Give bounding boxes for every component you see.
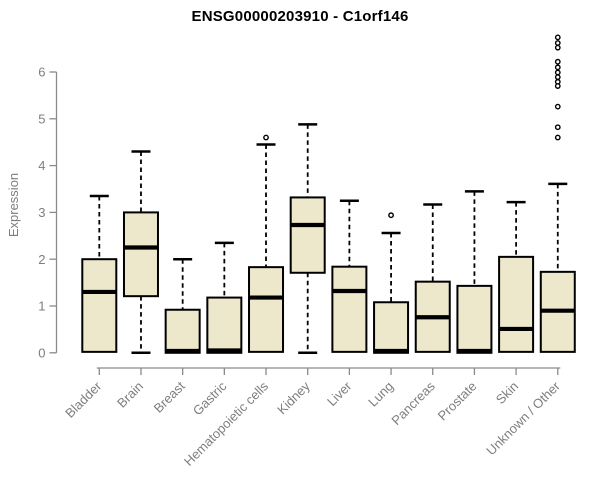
outlier-point: [554, 69, 561, 76]
boxplot-prostate: [456, 190, 493, 354]
boxplot-liver: [331, 199, 368, 353]
boxplot-unknown-other: [539, 34, 576, 353]
box: [164, 308, 201, 354]
box: [289, 196, 326, 274]
box: [248, 266, 285, 353]
x-tick-label: Bladder: [62, 378, 105, 421]
y-tick-label: 5: [38, 111, 45, 126]
y-axis-label: Expression: [6, 172, 21, 238]
box: [373, 301, 410, 354]
outlier-point: [554, 44, 561, 51]
outlier-point: [554, 34, 561, 41]
x-tick-label: Pancreas: [388, 378, 438, 428]
boxplot-hematopoietic-cells: [248, 134, 285, 353]
box: [456, 284, 493, 354]
x-tick-label: Skin: [493, 379, 521, 407]
outlier-point: [554, 124, 561, 131]
boxplot-skin: [498, 200, 535, 353]
outlier-point: [554, 64, 561, 71]
boxplot-gastric: [206, 241, 243, 354]
outlier-point: [388, 212, 394, 219]
box: [206, 296, 243, 354]
x-tick-label: Gastric: [190, 378, 230, 418]
boxplot-lung: [373, 212, 410, 354]
y-tick-label: 3: [38, 205, 45, 220]
outlier-point: [554, 83, 561, 89]
x-tick-label: Lung: [365, 379, 396, 410]
outlier-point: [554, 40, 561, 46]
outlier-point: [554, 58, 561, 65]
x-tick-label: Prostate: [435, 379, 480, 424]
y-tick-label: 0: [38, 345, 45, 360]
x-tick-label: Breast: [151, 378, 188, 415]
box: [331, 265, 368, 353]
boxplot-pancreas: [414, 203, 451, 353]
outlier-point: [263, 134, 269, 141]
y-tick-label: 1: [38, 299, 45, 314]
outlier-point: [554, 134, 561, 141]
x-tick-label: Kidney: [274, 378, 313, 417]
boxplot-kidney: [289, 123, 326, 355]
outlier-point: [554, 103, 561, 110]
boxplot-bladder: [81, 194, 118, 353]
y-tick-label: 2: [38, 252, 45, 267]
x-tick-label: Brain: [114, 379, 146, 411]
boxplot-brain: [122, 150, 159, 355]
box: [122, 211, 159, 298]
x-tick-label: Unknown / Other: [483, 378, 563, 458]
y-tick-label: 6: [38, 65, 45, 80]
outlier-point: [554, 74, 561, 81]
chart-title: ENSG00000203910 - C1orf146: [191, 8, 409, 25]
x-tick-label: Liver: [324, 378, 355, 409]
boxplot-breast: [164, 257, 201, 354]
y-tick-label: 4: [38, 158, 45, 173]
box: [498, 255, 535, 353]
box: [81, 258, 118, 353]
